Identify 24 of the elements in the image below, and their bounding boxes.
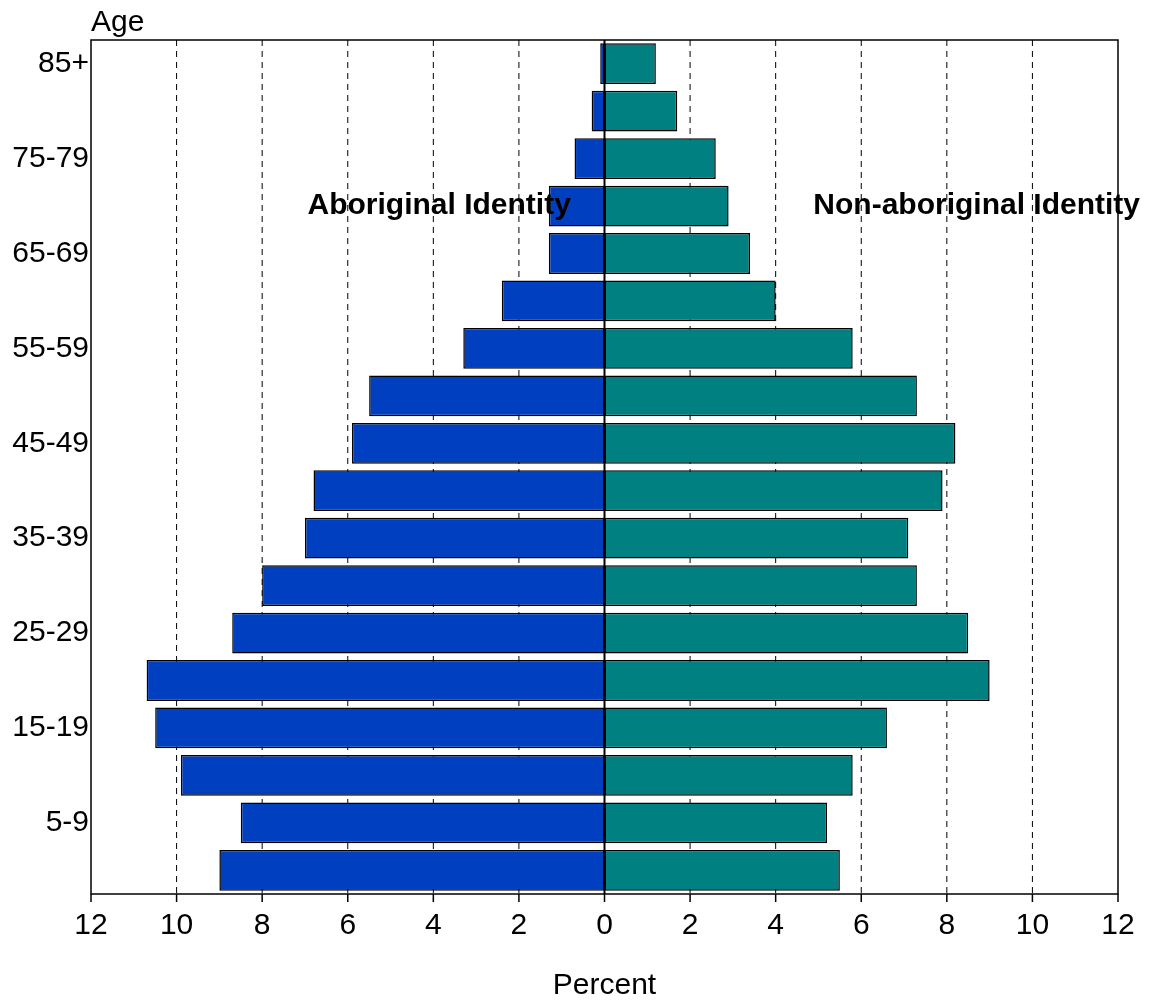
x-tick-label: 4 [767, 907, 785, 941]
y-tick-label: 25-29 [12, 614, 89, 648]
x-tick-label: 12 [74, 907, 108, 941]
y-tick-label: 15-19 [12, 709, 89, 743]
x-tick-label: 8 [253, 907, 271, 941]
y-tick-label: 65-69 [12, 234, 89, 268]
y-tick-label: 45-49 [12, 424, 89, 458]
x-tick-label: 10 [1015, 907, 1050, 941]
y-axis-title: Age [91, 4, 145, 38]
x-tick-label: 6 [852, 907, 870, 941]
x-tick-label: 2 [510, 907, 528, 941]
x-tick-label: 12 [1101, 907, 1135, 941]
y-tick-label: 85+ [38, 44, 89, 78]
y-tick-label: 75-79 [12, 139, 89, 173]
x-tick-label: 10 [159, 907, 194, 941]
y-tick-label: 5-9 [45, 804, 89, 838]
x-tick-label: 8 [938, 907, 956, 941]
x-tick-label: 0 [596, 907, 613, 941]
x-tick-label: 6 [339, 907, 357, 941]
x-tick-label: 4 [424, 907, 442, 941]
x-tick-label: 2 [681, 907, 699, 941]
x-axis-title: Percent [552, 967, 657, 1001]
y-tick-label: 35-39 [12, 519, 89, 553]
y-tick-label: 55-59 [12, 329, 89, 363]
